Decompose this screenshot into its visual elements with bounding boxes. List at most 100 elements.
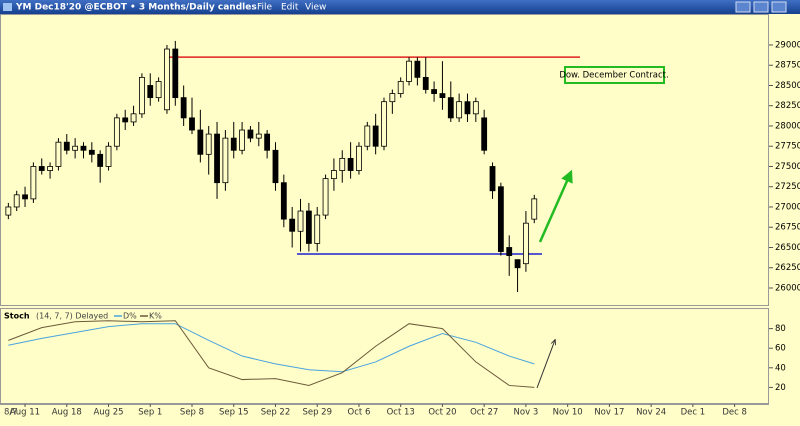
date-axis [0, 404, 800, 422]
candle-body [431, 89, 437, 94]
legend-label: D% [123, 312, 137, 321]
x-tick-label: Nov 24 [636, 408, 666, 418]
minimize-button[interactable] [735, 1, 751, 13]
chart-title: YM Dec18'20 @ECBOT • 3 Months/Daily cand… [15, 3, 257, 13]
candle-body [197, 129, 204, 155]
candle-body [230, 137, 237, 151]
candle-body [280, 182, 287, 220]
candle-body [88, 149, 95, 155]
candle-body [422, 76, 429, 90]
x-tick-label: Sep 8 [180, 408, 204, 418]
title-bar [0, 0, 800, 14]
candle-body [314, 214, 321, 244]
candle-body [105, 145, 112, 167]
y-tick-label: 40 [775, 363, 786, 373]
candle-body [447, 97, 454, 119]
menu-item[interactable]: File [257, 3, 273, 13]
candle-body [381, 101, 387, 147]
x-tick-label: Nov 3 [514, 408, 539, 418]
candle-body [130, 113, 137, 123]
x-tick-label: Aug 18 [52, 408, 82, 418]
candle-body [356, 145, 362, 171]
y-tick-label: 27500 [775, 162, 800, 172]
x-tick-label: Aug 11 [10, 408, 40, 418]
x-tick-label: Nov 17 [594, 408, 624, 418]
y-tick-label: 29000 [775, 40, 800, 50]
y-tick-label: 28000 [775, 121, 800, 131]
y-tick-label: 26500 [775, 243, 800, 253]
x-tick-label: Aug 25 [93, 408, 123, 418]
y-tick-label: 28250 [775, 101, 800, 111]
candle-body [80, 145, 87, 151]
candle-body [155, 81, 162, 99]
menu-item[interactable]: Edit [281, 3, 299, 13]
stoch-line [8, 323, 535, 373]
candle-body [472, 101, 479, 115]
y-tick-label: 27750 [775, 142, 800, 152]
candle-body [247, 129, 254, 139]
candle-body [389, 93, 396, 103]
y-tick-label: 60 [775, 344, 786, 354]
candle-body [297, 210, 304, 232]
candle-body [289, 218, 296, 232]
candle-body [164, 48, 170, 111]
y-tick-label: 27250 [775, 182, 800, 192]
maximize-button[interactable] [753, 1, 769, 13]
menu-item[interactable]: View [305, 3, 326, 13]
start-date: 8/7 [4, 408, 18, 418]
candle-body [255, 133, 262, 139]
candle-body [456, 101, 463, 119]
candle-body [481, 117, 488, 151]
candle-body [55, 141, 62, 167]
candle-body [97, 153, 104, 167]
x-tick-label: Oct 20 [428, 408, 456, 418]
stoch-arrow [536, 340, 555, 389]
candle-body [172, 48, 179, 99]
y-tick-label: 20 [775, 383, 786, 393]
close-button[interactable] [771, 1, 787, 13]
candle-body [523, 222, 529, 265]
stoch-params: (14, 7, 7) Delayed [36, 312, 108, 321]
window-buttons [735, 1, 787, 13]
candle-body [38, 166, 45, 171]
candle-body [147, 85, 154, 99]
candle-body [139, 76, 145, 115]
y-tick-label: 28500 [775, 81, 800, 91]
candle-body [13, 194, 20, 208]
y-tick-label: 26000 [775, 283, 800, 293]
candle-body [364, 125, 371, 147]
candle-body [489, 166, 496, 192]
stoch-title: Stoch [4, 312, 30, 321]
candle-body [189, 117, 195, 131]
annotation-box [564, 66, 665, 84]
stoch-panel [0, 308, 769, 404]
candle-body [47, 166, 53, 171]
candle-body [331, 170, 337, 180]
x-tick-label: Sep 29 [302, 408, 332, 418]
candle-body [205, 133, 212, 155]
x-tick-label: Nov 10 [553, 408, 583, 418]
y-tick-label: 80 [775, 324, 786, 334]
candle-body [222, 137, 229, 184]
y-tick-label: 26250 [775, 263, 800, 273]
candle-body [406, 60, 412, 82]
candle-body [339, 157, 346, 171]
y-tick-label: 26750 [775, 223, 800, 233]
x-tick-label: Dec 1 [681, 408, 706, 418]
trend-arrow [538, 169, 573, 243]
x-tick-label: Sep 1 [138, 408, 162, 418]
x-tick-label: Oct 27 [470, 408, 498, 418]
x-tick-label: Oct 6 [348, 408, 371, 418]
candle-body [322, 178, 329, 216]
candle-body [397, 81, 404, 94]
y-tick-label: 28750 [775, 61, 800, 71]
legend-label: K% [149, 312, 162, 321]
price-panel [0, 14, 769, 306]
x-tick-label: Sep 22 [261, 408, 291, 418]
candle-body [122, 117, 129, 123]
candle-body [506, 247, 513, 256]
app-icon [3, 3, 12, 11]
candle-body [305, 210, 312, 244]
candle-body [264, 133, 271, 151]
